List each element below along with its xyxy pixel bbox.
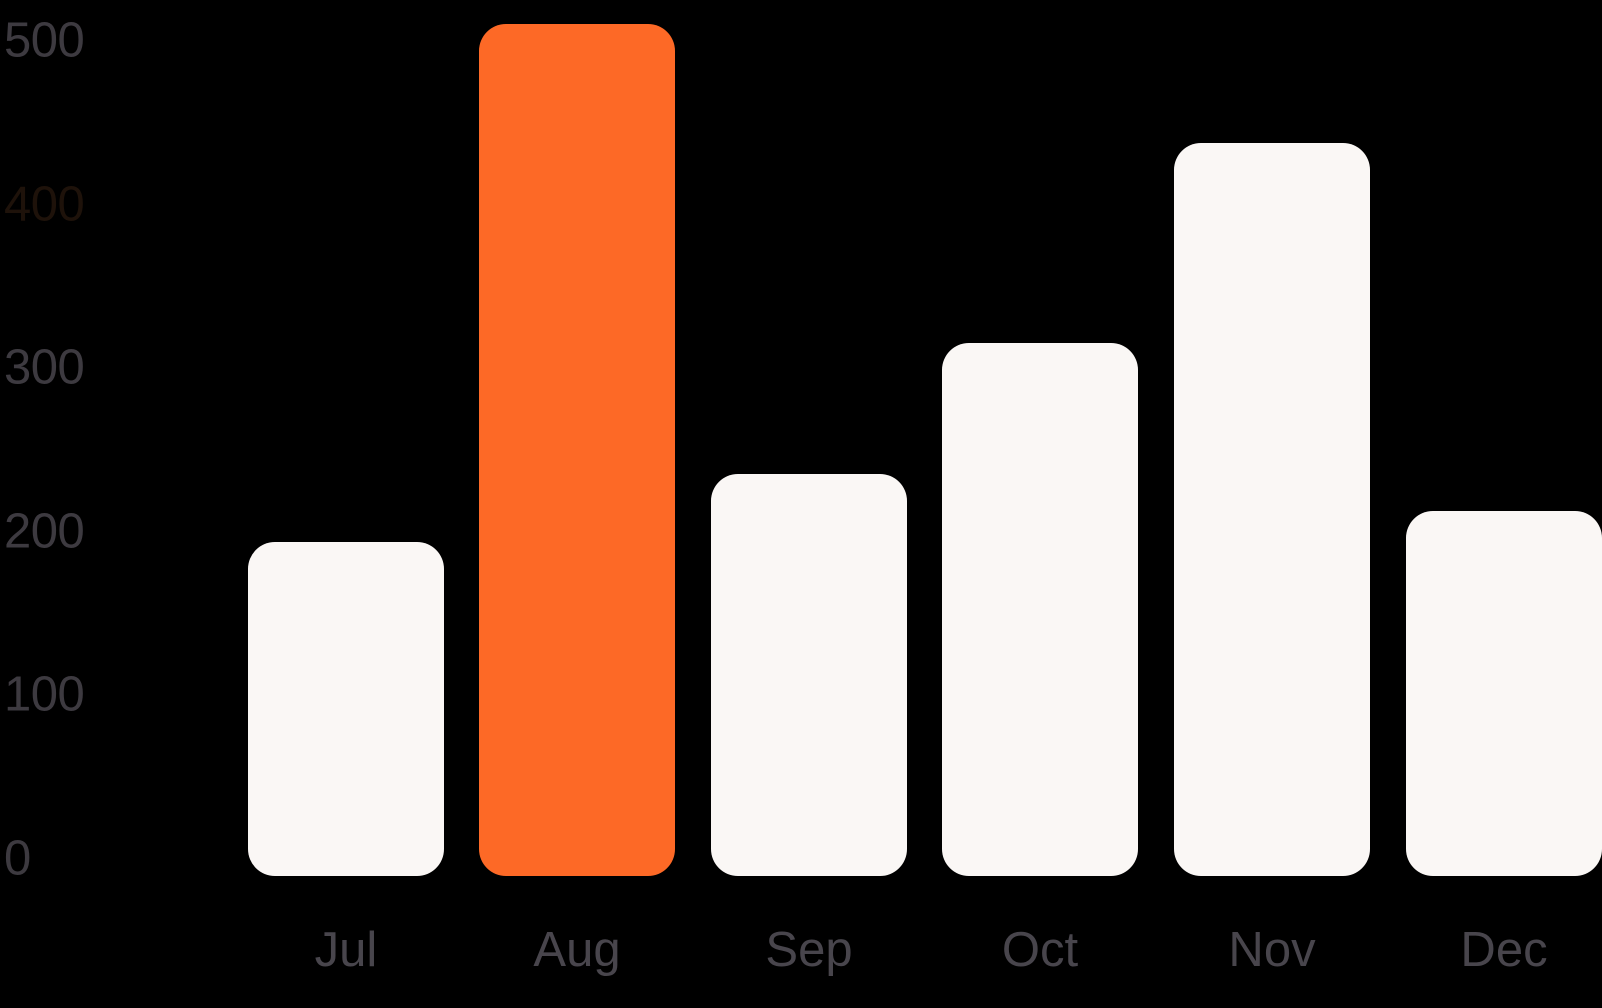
bar-dec[interactable] — [1406, 511, 1602, 876]
bar-aug[interactable] — [479, 23, 675, 876]
y-axis-tick-label-100: 100 — [4, 667, 85, 722]
x-axis-label-aug: Aug — [533, 923, 621, 977]
x-axis-label-oct: Oct — [1001, 923, 1079, 977]
bar-sep[interactable] — [711, 473, 907, 876]
x-axis-label-sep: Sep — [765, 923, 853, 977]
y-axis-tick-label-300: 300 — [4, 340, 85, 395]
y-axis-tick-label-400: 400 — [4, 177, 85, 232]
bar-nov[interactable] — [1174, 143, 1370, 876]
x-axis-label-nov: Nov — [1228, 923, 1316, 977]
x-axis-label-dec: Dec — [1460, 923, 1548, 977]
y-axis-tick-label-200: 200 — [4, 504, 85, 559]
y-axis-tick-label-0: 0 — [4, 831, 31, 886]
x-axis-label-jul: Jul — [314, 923, 378, 977]
bar-oct[interactable] — [942, 342, 1138, 876]
y-axis-tick-label-500: 500 — [4, 13, 85, 68]
bar-jul[interactable] — [248, 542, 444, 876]
